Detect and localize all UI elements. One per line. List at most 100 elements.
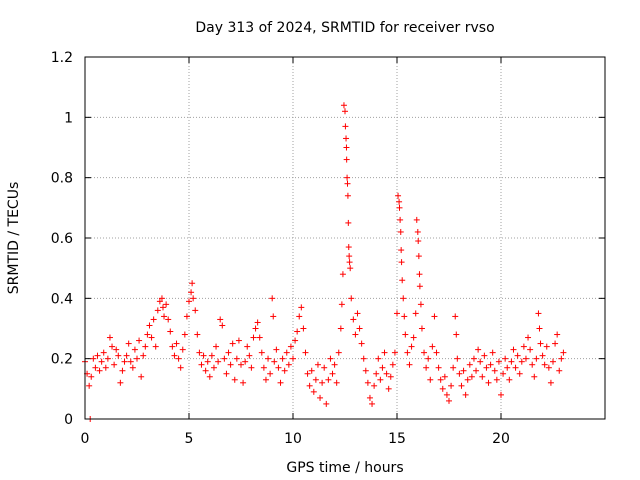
x-tick-label: 20	[492, 431, 510, 447]
data-point	[535, 310, 542, 317]
data-point	[346, 253, 353, 260]
data-point	[453, 331, 460, 338]
data-point	[250, 334, 257, 341]
data-point	[260, 364, 267, 371]
data-point	[391, 349, 398, 356]
data-point	[406, 361, 413, 368]
data-point	[554, 331, 561, 338]
data-point	[325, 376, 332, 383]
data-point	[539, 352, 546, 359]
data-point	[244, 343, 251, 350]
data-point	[498, 391, 504, 398]
data-point	[323, 400, 330, 407]
data-point	[352, 331, 359, 338]
data-point	[520, 343, 527, 350]
data-point	[508, 358, 515, 365]
data-point	[123, 352, 130, 359]
data-point	[375, 355, 382, 362]
data-point	[547, 379, 554, 386]
data-point	[215, 358, 222, 365]
data-point	[412, 310, 419, 317]
data-point	[537, 340, 544, 347]
data-point	[156, 298, 163, 305]
data-point	[385, 385, 392, 392]
data-point	[190, 295, 197, 302]
data-point	[327, 355, 334, 362]
data-point	[294, 328, 301, 335]
grid	[85, 57, 605, 419]
data-point	[379, 364, 386, 371]
data-point	[246, 352, 253, 359]
data-point	[415, 253, 422, 260]
data-point	[213, 343, 220, 350]
data-point	[441, 373, 448, 380]
data-point	[531, 373, 538, 380]
data-point	[358, 340, 365, 347]
data-point	[346, 259, 353, 266]
data-point	[117, 379, 124, 386]
data-point	[335, 349, 342, 356]
y-tick-label: 0	[64, 412, 73, 428]
data-point	[495, 358, 502, 365]
data-point	[177, 364, 184, 371]
data-point	[397, 228, 404, 235]
data-point	[270, 313, 277, 320]
data-point	[398, 247, 405, 254]
data-points	[82, 102, 567, 422]
data-point	[163, 301, 170, 308]
data-point	[204, 358, 211, 365]
data-point	[217, 316, 224, 323]
data-point	[452, 313, 459, 320]
data-point	[342, 108, 348, 115]
data-point	[400, 295, 407, 302]
data-point	[408, 343, 415, 350]
x-tick-label: 5	[185, 431, 194, 447]
data-point	[558, 355, 565, 362]
data-point	[527, 346, 534, 353]
data-point	[100, 349, 107, 356]
data-point	[556, 367, 563, 374]
data-point	[314, 361, 321, 368]
data-point	[183, 313, 190, 320]
data-point	[338, 301, 345, 308]
data-point	[437, 376, 444, 383]
data-point	[140, 352, 147, 359]
data-point	[491, 367, 498, 374]
data-point	[423, 364, 430, 371]
data-point	[343, 135, 350, 142]
data-point	[414, 228, 421, 235]
data-point	[94, 352, 101, 359]
data-point	[435, 364, 442, 371]
data-point	[221, 355, 228, 362]
data-point	[443, 391, 450, 398]
data-point	[362, 367, 369, 374]
data-point	[339, 271, 346, 278]
data-point	[377, 376, 384, 383]
data-point	[487, 361, 494, 368]
data-point	[456, 370, 463, 377]
data-point	[479, 373, 486, 380]
data-point	[481, 352, 488, 359]
data-point	[138, 373, 145, 380]
data-point	[493, 376, 500, 383]
data-point	[504, 364, 511, 371]
data-point	[485, 379, 492, 386]
data-point	[395, 192, 402, 199]
data-point	[333, 379, 340, 386]
data-point	[121, 358, 128, 365]
data-point	[150, 316, 157, 323]
data-point	[525, 334, 532, 341]
data-point	[152, 343, 159, 350]
data-point	[92, 364, 99, 371]
data-point	[210, 364, 217, 371]
data-point	[308, 367, 315, 374]
data-point	[181, 331, 188, 338]
data-point	[396, 198, 403, 205]
data-point	[364, 379, 371, 386]
data-point	[354, 310, 361, 317]
data-point	[543, 343, 550, 350]
data-point	[394, 310, 400, 317]
x-tick-label: 10	[284, 431, 302, 447]
data-point	[399, 277, 406, 284]
data-point	[427, 376, 434, 383]
